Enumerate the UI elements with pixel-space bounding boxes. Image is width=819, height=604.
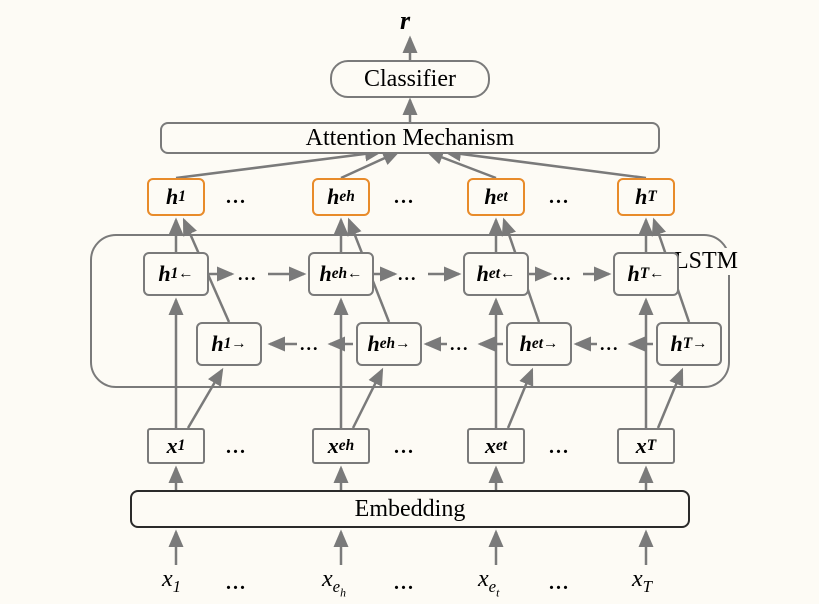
h-fwd-1: h1→	[196, 322, 262, 366]
x-dots-2: ...	[394, 436, 415, 459]
hf-dots-3: ...	[600, 334, 620, 355]
attention-label: Attention Mechanism	[306, 125, 515, 152]
h-box-T: hT	[617, 178, 675, 216]
output-r-label: r	[400, 6, 410, 36]
classifier-box: Classifier	[330, 60, 490, 98]
h-back-eh: heh←	[308, 252, 374, 296]
xin-et: xet	[478, 566, 499, 599]
h-box-1: h1	[147, 178, 205, 216]
h-fwd-T: hT→	[656, 322, 722, 366]
classifier-label: Classifier	[364, 66, 456, 93]
x-dots-1: ...	[226, 436, 247, 459]
h-fwd-eh: heh→	[356, 322, 422, 366]
xin-eh: xeh	[322, 566, 346, 599]
xin-1: x1	[162, 566, 181, 597]
attention-box: Attention Mechanism	[160, 122, 660, 154]
x-box-eh: xeh	[312, 428, 370, 464]
hb-dots-1: ...	[238, 264, 258, 285]
x-box-1: x1	[147, 428, 205, 464]
h-back-1: h1←	[143, 252, 209, 296]
x-box-et: xet	[467, 428, 525, 464]
xin-dots-1: ...	[226, 572, 247, 595]
h-back-T: hT←	[613, 252, 679, 296]
xin-dots-2: ...	[394, 572, 415, 595]
x-dots-3: ...	[549, 436, 570, 459]
embedding-label: Embedding	[355, 496, 466, 523]
h-dots-1: ...	[226, 186, 247, 209]
xin-T: xT	[632, 566, 652, 597]
hb-dots-3: ...	[553, 264, 573, 285]
hf-dots-2: ...	[450, 334, 470, 355]
embedding-box: Embedding	[130, 490, 690, 528]
h-box-eh: heh	[312, 178, 370, 216]
h-box-et: het	[467, 178, 525, 216]
x-box-T: xT	[617, 428, 675, 464]
xin-dots-3: ...	[549, 572, 570, 595]
lstm-label: LSTM	[670, 248, 742, 275]
h-dots-3: ...	[549, 186, 570, 209]
hf-dots-1: ...	[300, 334, 320, 355]
h-fwd-et: het→	[506, 322, 572, 366]
h-back-et: het←	[463, 252, 529, 296]
h-dots-2: ...	[394, 186, 415, 209]
hb-dots-2: ...	[398, 264, 418, 285]
